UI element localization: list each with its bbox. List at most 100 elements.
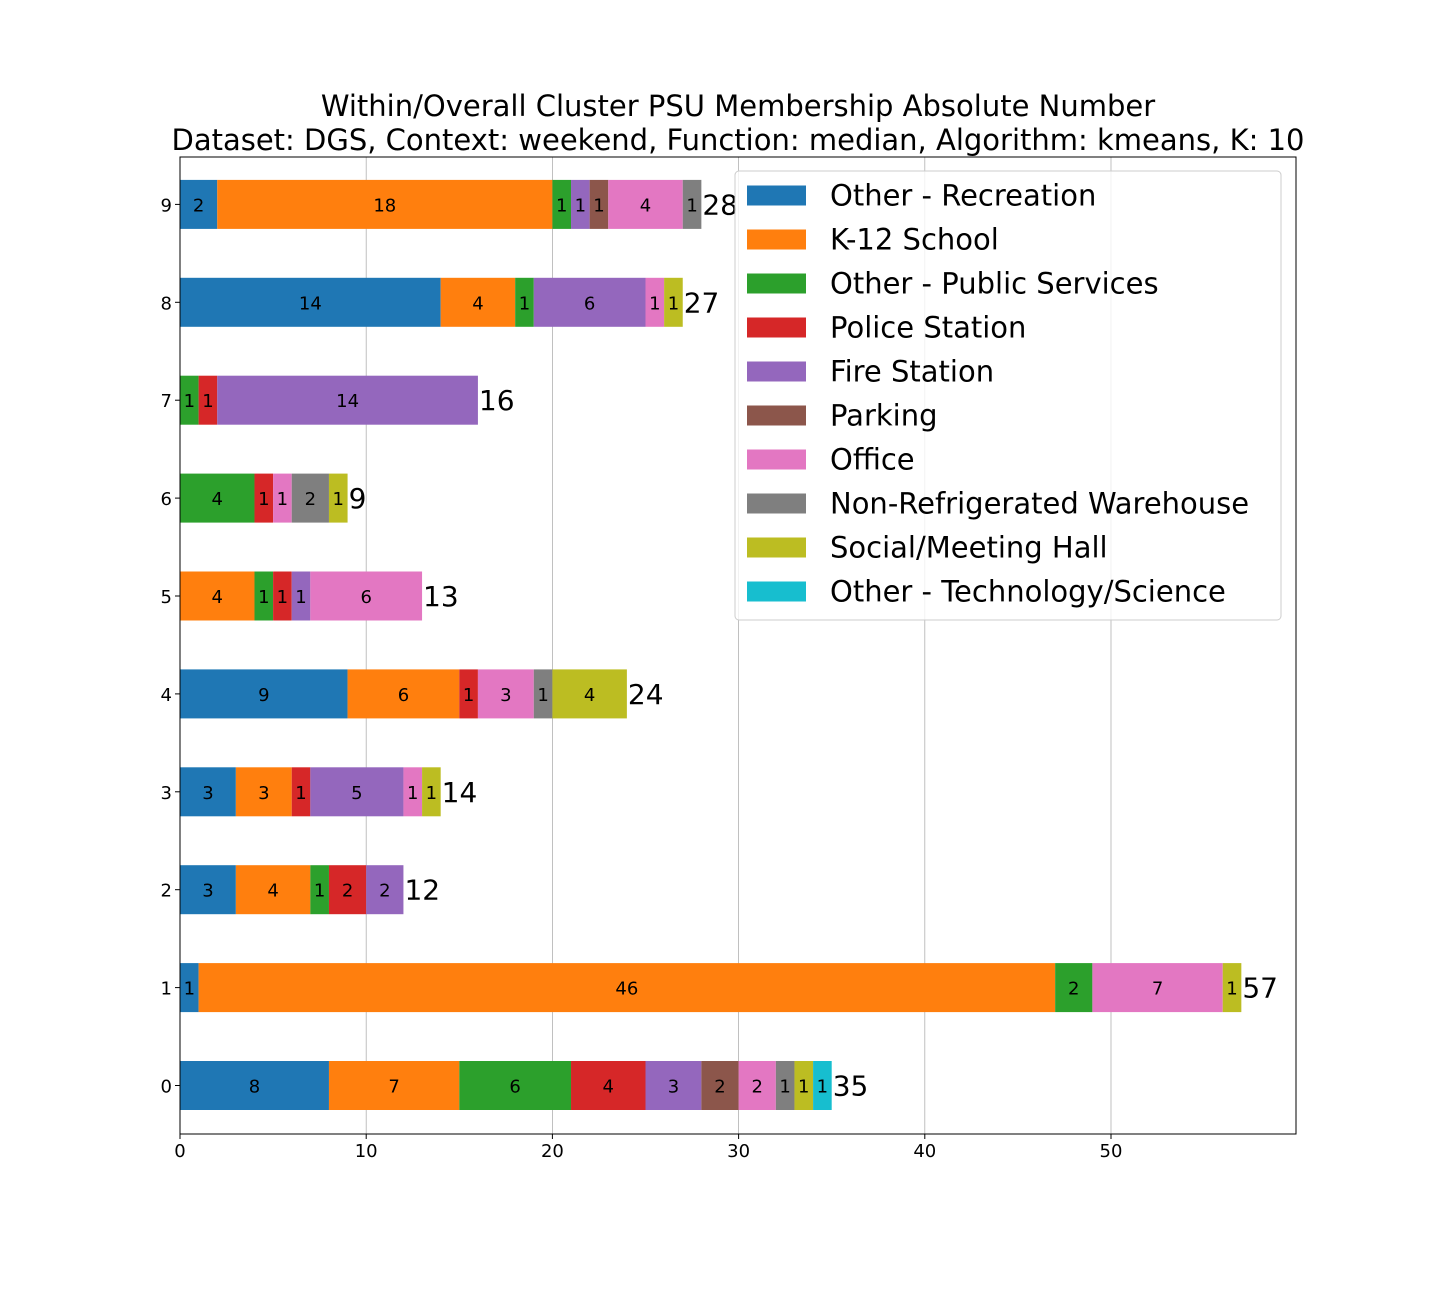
bar-segment-label: 6 — [584, 293, 595, 314]
bar-segment-label: 4 — [267, 881, 278, 902]
legend-swatch — [747, 273, 806, 294]
x-tick-label: 50 — [1100, 1141, 1123, 1162]
bar-segment-label: 1 — [537, 685, 548, 706]
bar-total-label: 27 — [684, 286, 720, 319]
bar-segment — [664, 277, 683, 327]
legend-swatch — [747, 361, 806, 382]
bar-segment — [198, 963, 1056, 1013]
bar-segment-label: 1 — [407, 783, 418, 804]
bar-segment — [515, 277, 534, 327]
legend-swatch — [747, 537, 806, 558]
bar-segment-label: 4 — [603, 1077, 614, 1098]
y-tick-label: 1 — [161, 979, 172, 1000]
y-tick-label: 0 — [161, 1077, 172, 1098]
bar-segment-label: 3 — [202, 783, 213, 804]
bar-segment-label: 2 — [193, 195, 204, 216]
bar-segment — [645, 1061, 702, 1110]
bar-segment — [235, 767, 292, 817]
legend-swatch — [747, 405, 806, 426]
legend-swatch — [747, 493, 806, 514]
bar-segment — [794, 1061, 814, 1110]
bar-segment — [180, 179, 218, 229]
legend-swatch — [747, 581, 806, 602]
bar-segment-label: 6 — [398, 685, 409, 706]
x-tick-label: 0 — [174, 1141, 185, 1162]
legend-label: Social/Meeting Hall — [830, 531, 1108, 565]
x-tick-label: 40 — [913, 1141, 936, 1162]
bar-total-label: 24 — [628, 678, 664, 711]
bar-segment-label: 1 — [426, 783, 437, 804]
bar-segment — [682, 179, 702, 229]
bar-segment-label: 5 — [351, 783, 362, 804]
bar-segment-label: 4 — [472, 293, 483, 314]
bar-segment-label: 4 — [212, 489, 223, 510]
bar-segment — [645, 277, 665, 327]
bar-segment — [180, 473, 255, 523]
x-tick-label: 10 — [355, 1141, 378, 1162]
y-tick-label: 5 — [161, 587, 172, 608]
legend-label: Fire Station — [830, 355, 994, 389]
bar-segment-label: 1 — [184, 979, 195, 1000]
bar-total-label: 35 — [833, 1070, 869, 1103]
bar-segment-label: 4 — [212, 587, 223, 608]
legend-box — [734, 170, 1282, 621]
bar-segment-label: 2 — [305, 489, 316, 510]
legend-label: Office — [830, 443, 915, 477]
bar-segment — [571, 179, 590, 229]
y-tick-label: 2 — [161, 881, 172, 902]
bar-segment — [533, 277, 646, 327]
bar-segment-label: 1 — [817, 1077, 828, 1098]
bar-segment-label: 2 — [714, 1077, 725, 1098]
bar-total-label: 12 — [404, 874, 440, 907]
bar-segment-label: 14 — [336, 391, 359, 412]
bar-segment-label: 2 — [751, 1077, 762, 1098]
bar-segment-label: 1 — [295, 783, 306, 804]
bar-segment-label: 7 — [388, 1077, 399, 1098]
bar-segment-label: 14 — [299, 293, 322, 314]
bar-segment — [328, 865, 367, 915]
bar-segment — [571, 1061, 646, 1110]
y-tick-label: 3 — [161, 783, 172, 804]
bar-segment-label: 2 — [1068, 979, 1079, 1000]
bar-segment — [701, 1061, 739, 1110]
bar-segment — [291, 473, 329, 523]
bar-segment — [403, 767, 423, 817]
bar-segment — [552, 179, 572, 229]
bar-segment-label: 8 — [249, 1077, 260, 1098]
bar-segment-label: 3 — [500, 685, 511, 706]
bar-segment-label: 3 — [258, 783, 269, 804]
bar-segment-label: 1 — [556, 195, 567, 216]
legend-swatch — [747, 229, 806, 250]
bar-segment-label: 1 — [649, 293, 660, 314]
bar-segment — [366, 865, 404, 915]
bar-segment-label: 2 — [379, 881, 390, 902]
y-tick-label: 7 — [161, 391, 172, 412]
bar-segment-label: 18 — [373, 195, 396, 216]
bar-segment-label: 1 — [686, 195, 697, 216]
x-tick-label: 30 — [727, 1141, 750, 1162]
bar-segment — [180, 767, 236, 817]
bar-segment — [217, 179, 553, 229]
bar-segment — [180, 1061, 329, 1110]
bar-segment — [254, 473, 274, 523]
bar-segment-label: 4 — [584, 685, 595, 706]
bar-segment-label: 1 — [258, 587, 269, 608]
bar-segment-label: 1 — [779, 1077, 790, 1098]
bar-segment — [347, 669, 460, 719]
bar-segment-label: 6 — [360, 587, 371, 608]
legend-swatch — [747, 317, 806, 338]
bar-segment-label: 1 — [333, 489, 344, 510]
bar-segment — [608, 179, 683, 229]
bar-segment-label: 3 — [668, 1077, 679, 1098]
legend-label: K-12 School — [830, 223, 999, 257]
chart-title: Within/Overall Cluster PSU Membership Ab… — [321, 89, 1155, 123]
bar-segment-label: 1 — [277, 489, 288, 510]
bar-segment — [738, 1061, 776, 1110]
bar-total-label: 9 — [349, 482, 367, 515]
bar-total-label: 57 — [1242, 972, 1278, 1005]
bar-segment — [440, 277, 516, 327]
bar-segment — [180, 669, 348, 719]
bar-segment — [180, 963, 199, 1013]
